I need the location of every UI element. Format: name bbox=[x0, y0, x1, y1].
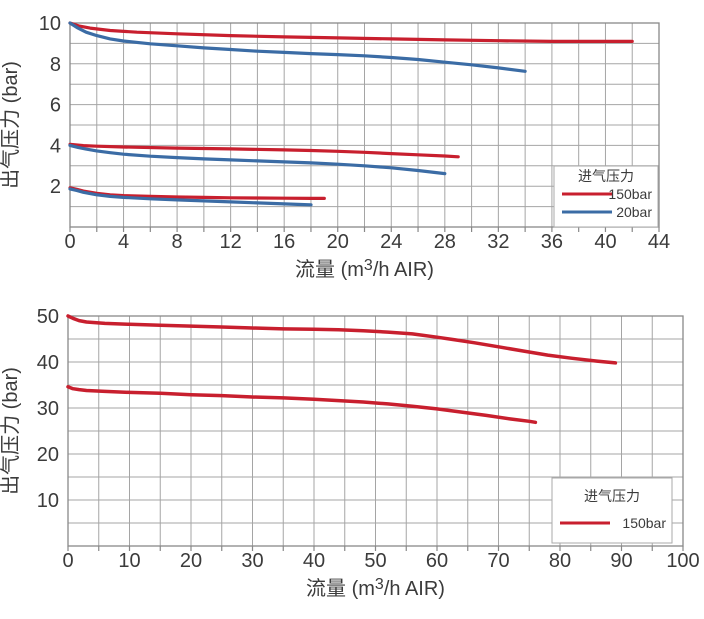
legend-box bbox=[551, 477, 673, 544]
series-line-0 bbox=[68, 21, 634, 44]
series-line-1 bbox=[68, 21, 527, 73]
legend-title: 进气压力 bbox=[584, 488, 640, 504]
x-tick-label: 12 bbox=[220, 231, 242, 253]
x-tick-label: 70 bbox=[487, 550, 509, 572]
legend-title: 进气压力 bbox=[578, 168, 634, 184]
x-tick-label: 30 bbox=[241, 550, 263, 572]
x-tick-label: 32 bbox=[487, 231, 509, 253]
x-tick-label: 44 bbox=[648, 231, 670, 253]
y-tick-label: 20 bbox=[37, 444, 59, 466]
x-tick-label: 100 bbox=[666, 550, 699, 572]
x-tick-label: 40 bbox=[594, 231, 616, 253]
y-tick-label: 8 bbox=[50, 54, 61, 76]
chart-top-outlet-pressure-vs-flow: 0 4 8 12 16 20 24 28 32 36 40 44 2 4 6 8 10 流量 (m3/h AIR)… bbox=[0, 0, 704, 295]
series-line-3 bbox=[68, 143, 447, 176]
y-axis-title: 出气压力 (bar) bbox=[0, 61, 22, 189]
y-tick-label: 4 bbox=[50, 135, 61, 157]
x-axis-title: 流量 (m3/h AIR) bbox=[306, 576, 445, 600]
x-tick-label: 50 bbox=[364, 550, 386, 572]
series-line-0 bbox=[66, 314, 618, 365]
x-tick-label: 28 bbox=[434, 231, 456, 253]
x-tick-label: 0 bbox=[62, 550, 73, 572]
y-tick-label: 40 bbox=[37, 352, 59, 374]
x-tick-label: 24 bbox=[380, 231, 402, 253]
series-line-2 bbox=[68, 142, 460, 159]
y-tick-label: 10 bbox=[37, 490, 59, 512]
x-tick-label: 60 bbox=[426, 550, 448, 572]
chart-bottom-canvas: 0 10 20 30 40 50 60 70 80 90 100 10 20 30 40 50 流量 (m3/h… bbox=[0, 306, 700, 600]
x-tick-label: 10 bbox=[118, 550, 140, 572]
x-tick-label: 0 bbox=[64, 231, 75, 253]
series-line-1 bbox=[66, 385, 538, 425]
x-axis-title: 流量 (m3/h AIR) bbox=[295, 257, 434, 281]
x-tick-label: 8 bbox=[172, 231, 183, 253]
y-tick-label: 30 bbox=[37, 398, 59, 420]
y-tick-label: 2 bbox=[50, 176, 61, 198]
x-tick-label: 4 bbox=[118, 231, 129, 253]
x-tick-label: 20 bbox=[180, 550, 202, 572]
x-tick-label: 16 bbox=[273, 231, 295, 253]
x-tick-label: 36 bbox=[541, 231, 563, 253]
y-axis-title: 出气压力 (bar) bbox=[0, 367, 22, 495]
y-tick-label: 10 bbox=[39, 13, 61, 35]
legend-label-150bar: 150bar bbox=[622, 515, 666, 531]
x-tick-label: 20 bbox=[327, 231, 349, 253]
legend-label-20bar: 20bar bbox=[616, 204, 652, 220]
x-tick-label: 90 bbox=[610, 550, 632, 572]
x-tick-label: 40 bbox=[303, 550, 325, 572]
x-tick-label: 80 bbox=[549, 550, 571, 572]
y-tick-label: 6 bbox=[50, 95, 61, 117]
legend-box bbox=[553, 165, 659, 228]
series-line-5 bbox=[68, 187, 313, 207]
chart-bottom-outlet-pressure-vs-flow: 0 10 20 30 40 50 60 70 80 90 100 10 20 30 40 50 流量 (m3/h… bbox=[0, 290, 704, 619]
y-tick-label: 50 bbox=[37, 306, 59, 328]
legend-label-150bar: 150bar bbox=[608, 186, 652, 202]
